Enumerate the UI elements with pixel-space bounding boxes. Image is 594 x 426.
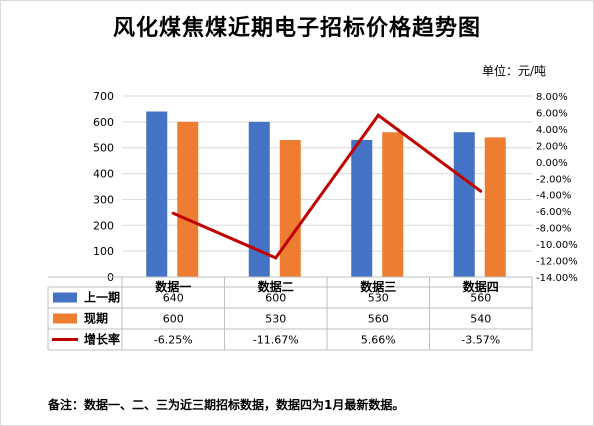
y-right-tick-label: 6.00%	[536, 108, 568, 119]
data-label: 540	[470, 313, 491, 326]
data-label: 530	[265, 313, 286, 326]
data-label: -6.25%	[154, 334, 193, 347]
bar-current	[382, 132, 404, 277]
growth-rate-line	[172, 113, 482, 260]
x-tick-label: 数据三	[360, 279, 396, 294]
unit-label: 单位：元/吨	[481, 64, 546, 78]
x-tick-label: 数据四	[463, 279, 499, 294]
legend-label: 现期	[84, 311, 108, 326]
y-right-tick-label: -10.00%	[536, 240, 578, 251]
bar-previous	[248, 121, 270, 277]
growth-rate-point	[479, 189, 483, 193]
data-label: -3.57%	[461, 334, 500, 347]
data-label: 560	[470, 292, 491, 305]
data-label: 530	[368, 292, 389, 305]
y-right-tick-label: -14.00%	[536, 273, 578, 284]
y-right-tick-label: 0.00%	[536, 158, 568, 169]
growth-rate-point	[376, 113, 380, 117]
y-right-tick-label: 8.00%	[536, 92, 568, 103]
y-left-tick-label: 700	[93, 90, 114, 103]
y-right-tick-label: -2.00%	[536, 174, 571, 185]
data-label: 600	[163, 313, 184, 326]
y-right-tick-label: -8.00%	[536, 224, 571, 235]
y-right-tick-label: -12.00%	[536, 257, 578, 268]
chart-title: 风化煤焦煤近期电子招标价格趋势图	[112, 15, 481, 41]
y-left-tick-label: 500	[93, 142, 114, 155]
bar-current	[177, 121, 199, 277]
legend-key-current	[53, 313, 77, 324]
y-right-tick-label: -6.00%	[536, 207, 571, 218]
growth-rate-point	[274, 256, 278, 260]
legend-label: 增长率	[84, 332, 120, 347]
bar-previous	[453, 132, 475, 277]
data-label: 600	[265, 292, 286, 305]
y-left-tick-label: 100	[93, 245, 114, 258]
y-left-tick-label: 400	[93, 168, 114, 181]
data-label: -11.67%	[253, 334, 299, 347]
y-left-tick-label: 200	[93, 219, 114, 232]
y-left-tick-label: 300	[93, 193, 114, 206]
data-label: 640	[163, 292, 184, 305]
bar-current	[279, 139, 301, 277]
bar-current	[484, 137, 506, 277]
data-label: 5.66%	[361, 334, 396, 347]
legend-key-previous	[53, 292, 77, 303]
data-label: 560	[368, 313, 389, 326]
y-right-tick-label: 4.00%	[536, 125, 568, 136]
x-tick-label: 数据一	[155, 279, 191, 294]
x-tick-label: 数据二	[258, 279, 294, 294]
legend-label: 上一期	[84, 290, 120, 305]
y-right-tick-label: -4.00%	[536, 191, 571, 202]
footnote: 备注：数据一、二、三为近三期招标数据，数据四为1月最新数据。	[48, 398, 405, 412]
y-right-tick-label: 2.00%	[536, 141, 568, 152]
bar-previous	[351, 139, 373, 277]
bar-previous	[146, 111, 168, 277]
y-left-tick-label: 600	[93, 116, 114, 129]
growth-rate-point	[171, 211, 175, 215]
